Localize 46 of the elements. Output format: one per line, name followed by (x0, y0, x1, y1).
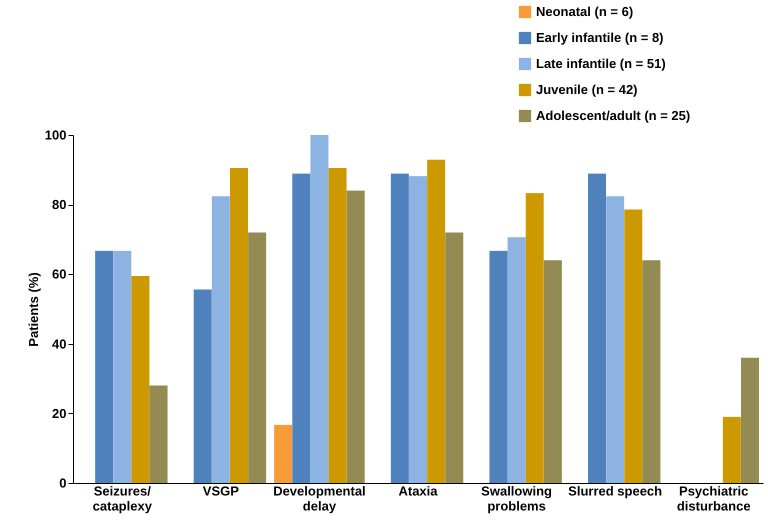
y-tick-label: 0 (59, 476, 66, 490)
bar (230, 168, 248, 483)
y-tick-label: 100 (44, 128, 66, 142)
bar (642, 260, 660, 483)
bar (150, 386, 168, 483)
bar (212, 196, 230, 483)
bar (95, 250, 114, 483)
x-tick-label: VSGP (202, 484, 240, 498)
x-tick-label: Ataxia (398, 484, 438, 498)
bar (113, 250, 132, 483)
bar (409, 176, 427, 483)
y-tick-label: 60 (52, 266, 66, 282)
bar (346, 190, 365, 483)
bar (740, 358, 759, 483)
y-axis-title: Patients (%) (26, 272, 41, 347)
y-tick-label: 40 (52, 336, 66, 352)
bar (722, 416, 741, 483)
bar (131, 276, 150, 483)
x-tick-label: Developmental delay (273, 484, 366, 514)
x-tick-label: Slurred speech (568, 484, 662, 498)
y-tick-label: 20 (52, 406, 66, 421)
bar (489, 250, 508, 483)
bar (588, 174, 606, 483)
bar (328, 168, 347, 483)
bar (292, 174, 310, 483)
bar (274, 424, 292, 483)
bar (544, 260, 562, 483)
legend-label: Early infantile (n = 8) (536, 30, 664, 45)
bar (624, 209, 642, 483)
legend-label: Late infantile (n = 51) (536, 56, 666, 71)
legend-label: Adolescent/adult (n = 25) (536, 108, 690, 123)
bar (445, 232, 464, 483)
x-tick-label: Psychiatric disturbance (676, 484, 751, 514)
y-tick-label: 80 (52, 197, 66, 212)
bar (526, 193, 544, 483)
bar (427, 160, 446, 483)
x-tick-label: Swallowing problems (481, 484, 552, 514)
legend-label: Neonatal (n = 6) (536, 4, 634, 19)
bar (508, 237, 526, 483)
bar (606, 196, 624, 483)
x-tick-label: Seizures/ cataplexy (92, 484, 153, 514)
bar (390, 174, 409, 483)
legend-label: Juvenile (n = 42) (536, 82, 638, 97)
bar (194, 290, 212, 483)
bar (248, 232, 266, 483)
bar (310, 135, 328, 483)
